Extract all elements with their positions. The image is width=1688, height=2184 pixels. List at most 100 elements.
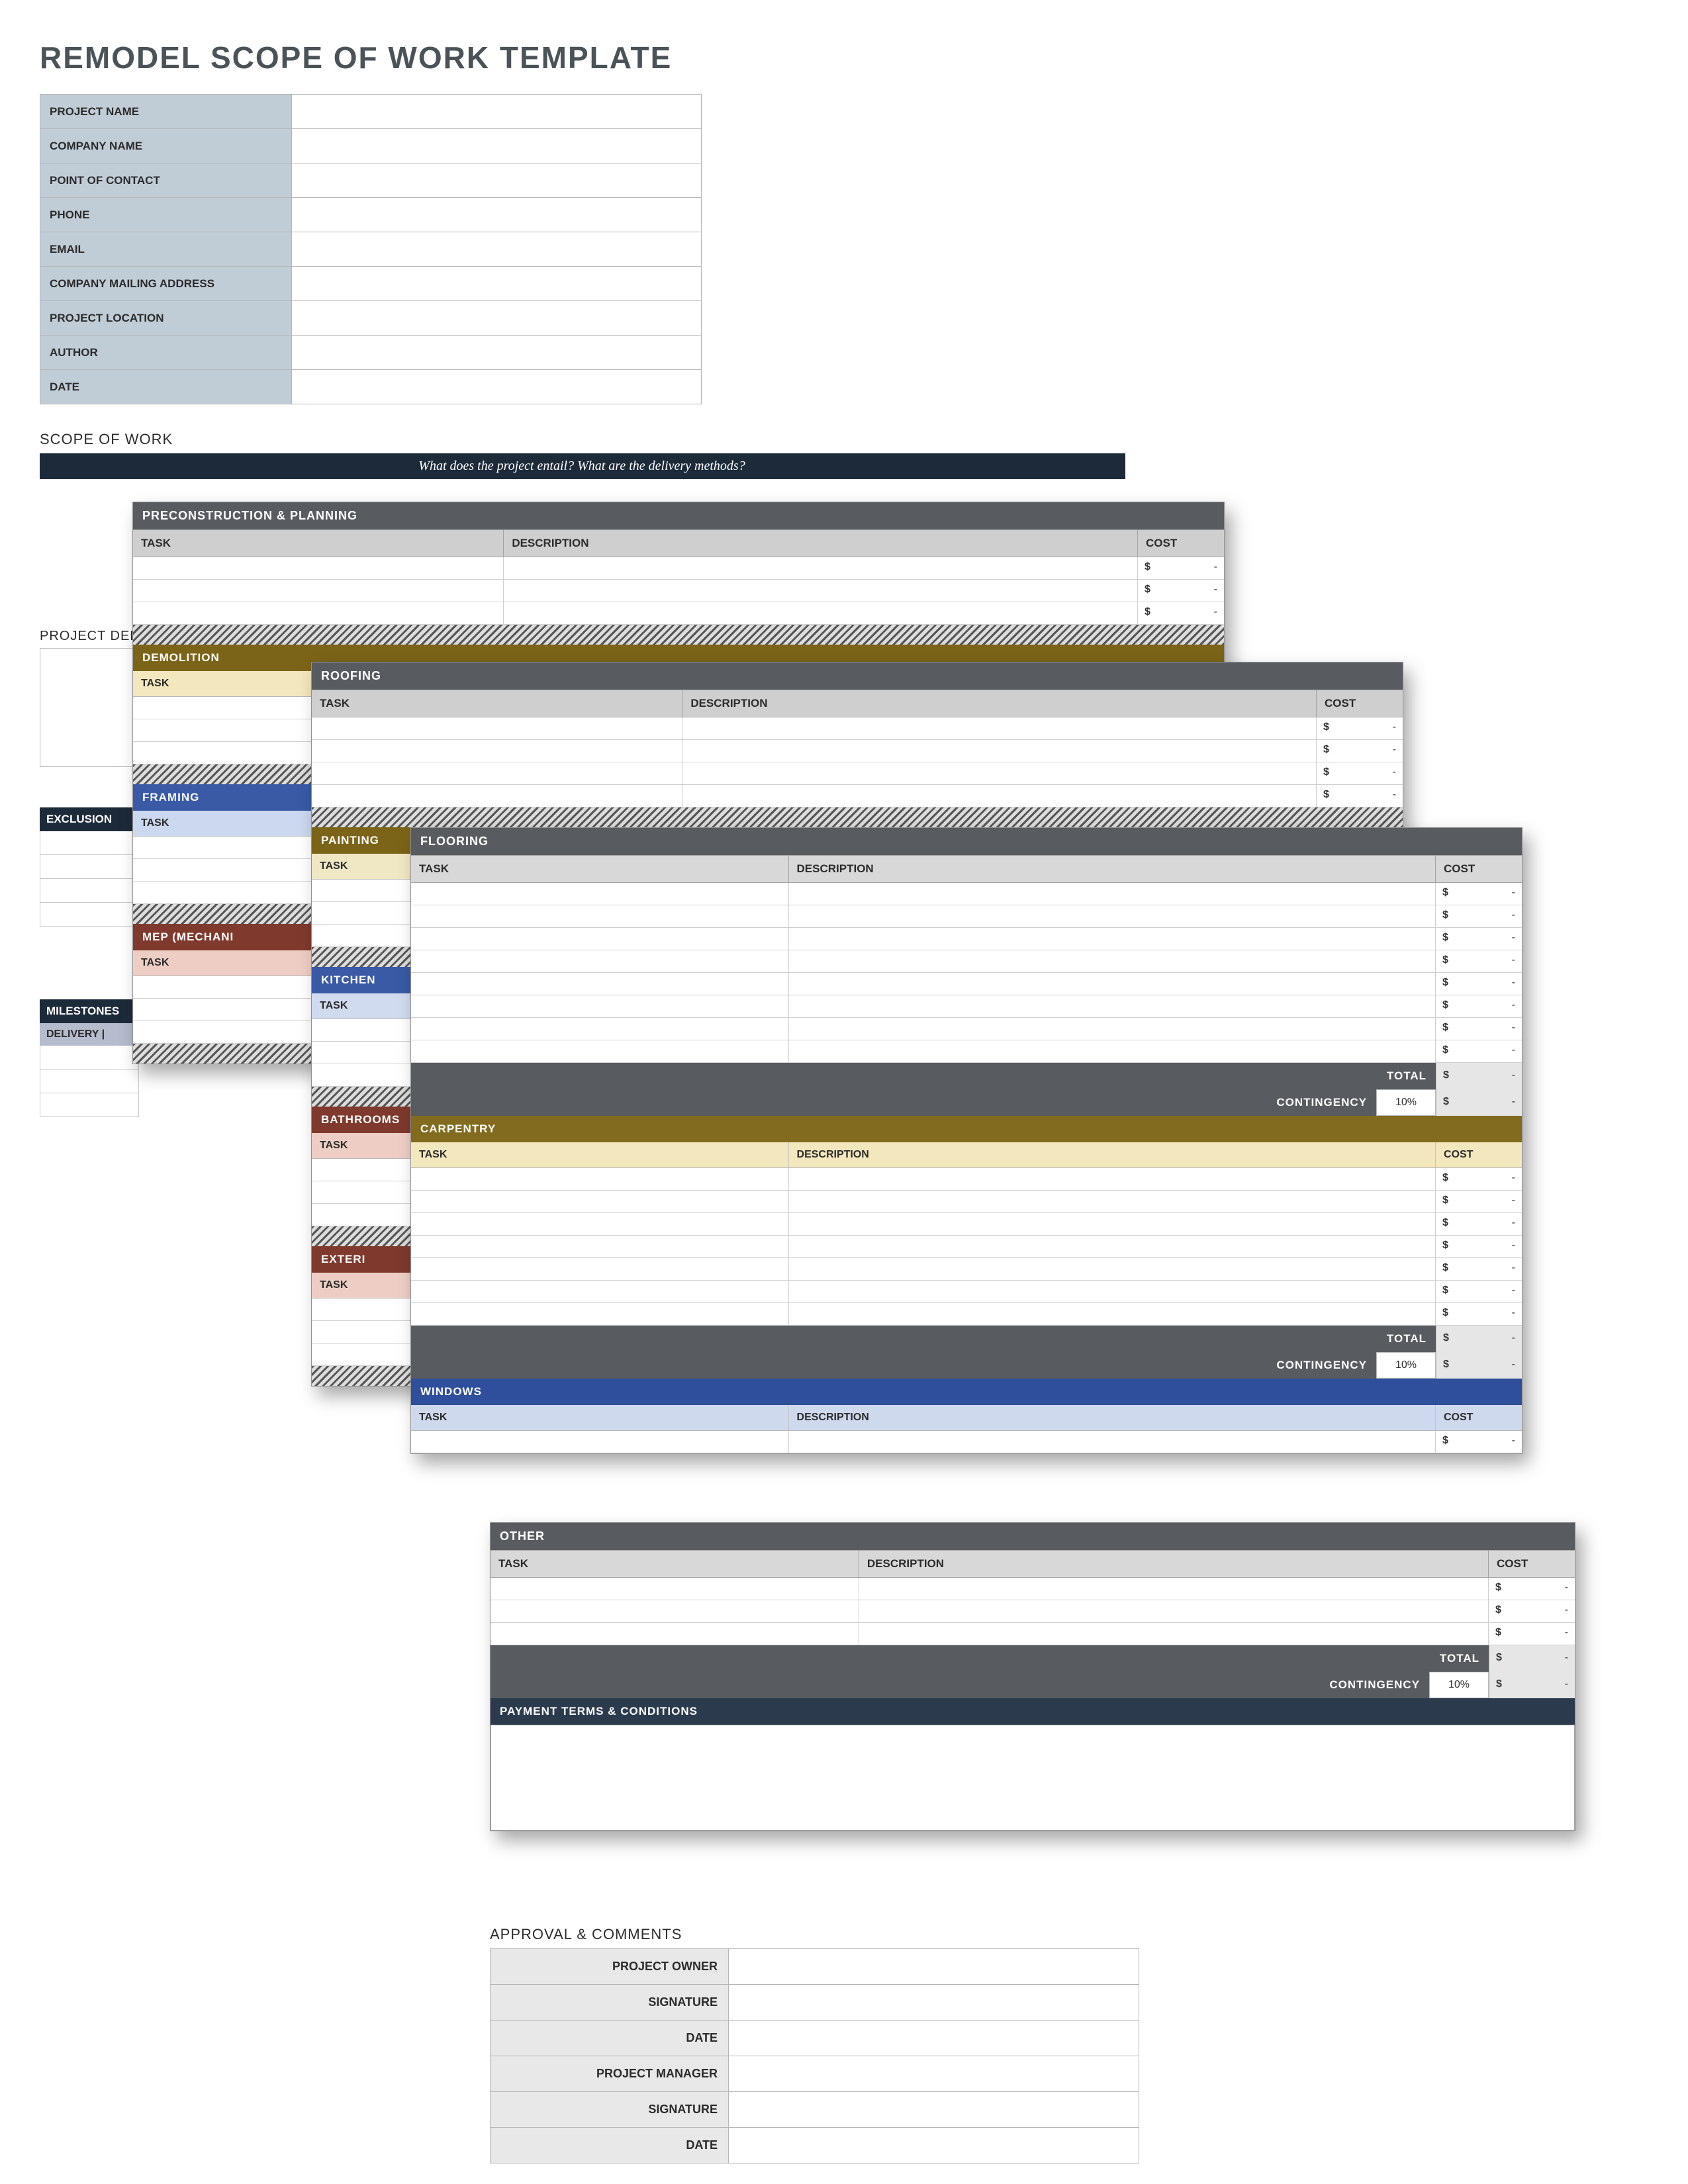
desc-cell[interactable] [789, 1213, 1436, 1235]
rows: $- $- $- [133, 557, 1224, 625]
info-value[interactable] [291, 267, 701, 301]
desc-cell[interactable] [859, 1578, 1489, 1600]
task-cell[interactable] [411, 1236, 789, 1257]
task-cell[interactable] [411, 883, 789, 905]
info-label: PROJECT LOCATION [40, 301, 292, 336]
info-value[interactable] [291, 163, 701, 198]
approval-row-value[interactable] [729, 2092, 1139, 2128]
task-cell[interactable] [411, 1281, 789, 1302]
approval-row-value[interactable] [729, 2128, 1139, 2163]
desc-cell[interactable] [789, 1168, 1436, 1190]
info-value[interactable] [291, 301, 701, 336]
desc-cell[interactable] [789, 883, 1436, 905]
approval-row-label: SIGNATURE [491, 2092, 729, 2128]
info-label: EMAIL [40, 232, 292, 267]
contingency-pct[interactable]: 10% [1376, 1352, 1436, 1379]
task-cell[interactable] [411, 1303, 789, 1325]
approval-row-value[interactable] [729, 1985, 1139, 2021]
info-value[interactable] [291, 232, 701, 267]
info-value[interactable] [291, 370, 701, 404]
task-cell[interactable] [411, 1258, 789, 1280]
contingency-pct[interactable]: 10% [1376, 1089, 1436, 1116]
desc-cell[interactable] [789, 1040, 1436, 1062]
info-value[interactable] [291, 129, 701, 163]
cost-cell: $- [1436, 928, 1522, 950]
approval-row-label: SIGNATURE [491, 1985, 729, 2021]
task-cell[interactable] [411, 1213, 789, 1235]
task-cell[interactable] [491, 1623, 859, 1645]
page-title: REMODEL SCOPE OF WORK TEMPLATE [40, 40, 1648, 75]
approval-row-label: DATE [491, 2128, 729, 2163]
approval-row-value[interactable] [729, 2021, 1139, 2056]
info-value[interactable] [291, 336, 701, 370]
task-cell[interactable] [411, 973, 789, 995]
task-cell[interactable] [411, 950, 789, 972]
cost-cell: $- [1489, 1600, 1575, 1622]
desc-cell[interactable] [504, 557, 1138, 579]
rows: $- $- $- $- [312, 717, 1403, 807]
task-cell[interactable] [312, 717, 682, 739]
task-cell[interactable] [491, 1578, 859, 1600]
desc-cell[interactable] [504, 580, 1138, 602]
payment-terms-box[interactable] [491, 1725, 1575, 1831]
task-cell[interactable] [411, 905, 789, 927]
task-cell[interactable] [312, 740, 682, 762]
rows: $- [411, 1431, 1522, 1453]
desc-cell[interactable] [682, 717, 1317, 739]
contingency-value: $- [1436, 1352, 1522, 1379]
table-row: $- [312, 785, 1403, 807]
desc-cell[interactable] [789, 1018, 1436, 1040]
approval-row-value[interactable] [729, 1949, 1139, 1985]
desc-cell[interactable] [859, 1623, 1489, 1645]
desc-cell[interactable] [789, 950, 1436, 972]
cost-cell: $- [1436, 1040, 1522, 1062]
task-cell[interactable] [411, 1018, 789, 1040]
desc-cell[interactable] [789, 905, 1436, 927]
desc-cell[interactable] [789, 1191, 1436, 1212]
cost-cell: $- [1138, 557, 1224, 579]
desc-cell[interactable] [789, 1236, 1436, 1257]
desc-cell[interactable] [859, 1600, 1489, 1622]
col-cost: COST [1138, 530, 1224, 557]
table-row: $- [411, 883, 1522, 905]
desc-cell[interactable] [682, 762, 1317, 784]
desc-cell[interactable] [789, 1303, 1436, 1325]
milestones-sub: DELIVERY | [40, 1023, 139, 1046]
cost-cell: $- [1436, 1168, 1522, 1190]
desc-cell[interactable] [789, 995, 1436, 1017]
approval-row-value[interactable] [729, 2056, 1139, 2092]
task-cell[interactable] [411, 928, 789, 950]
task-cell[interactable] [312, 785, 682, 807]
info-value[interactable] [291, 198, 701, 232]
task-cell[interactable] [411, 1431, 789, 1453]
task-cell[interactable] [133, 602, 504, 624]
contingency-pct[interactable]: 10% [1429, 1672, 1489, 1698]
info-label: POINT OF CONTACT [40, 163, 292, 198]
sub-column-header: TASK DESCRIPTION COST [411, 1142, 1522, 1168]
desc-cell[interactable] [504, 602, 1138, 624]
task-cell[interactable] [411, 1191, 789, 1212]
col-desc: DESCRIPTION [504, 530, 1138, 557]
desc-cell[interactable] [789, 973, 1436, 995]
desc-cell[interactable] [789, 928, 1436, 950]
col-desc: DESCRIPTION [789, 1142, 1436, 1167]
task-cell[interactable] [133, 580, 504, 602]
cost-cell: $- [1317, 785, 1403, 807]
task-cell[interactable] [312, 762, 682, 784]
table-row: $- [411, 995, 1522, 1018]
task-cell[interactable] [133, 557, 504, 579]
total-label: TOTAL [411, 1326, 1436, 1352]
desc-cell[interactable] [682, 740, 1317, 762]
info-value[interactable] [291, 95, 701, 129]
task-cell[interactable] [491, 1600, 859, 1622]
task-cell[interactable] [411, 995, 789, 1017]
cost-cell: $- [1436, 905, 1522, 927]
cost-cell: $- [1138, 602, 1224, 624]
desc-cell[interactable] [789, 1281, 1436, 1302]
task-cell[interactable] [411, 1040, 789, 1062]
cost-cell: $- [1436, 1213, 1522, 1235]
desc-cell[interactable] [789, 1258, 1436, 1280]
task-cell[interactable] [411, 1168, 789, 1190]
desc-cell[interactable] [789, 1431, 1436, 1453]
desc-cell[interactable] [682, 785, 1317, 807]
